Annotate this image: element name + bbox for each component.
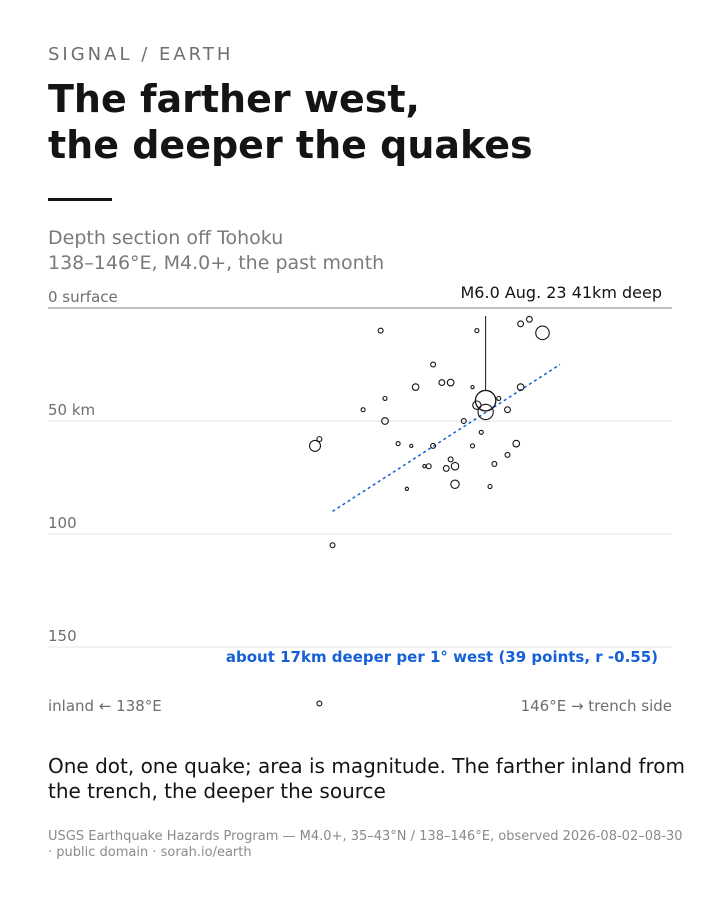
x-axis-right-label: 146°E → trench side: [520, 697, 672, 715]
quake-point-28: [477, 403, 494, 421]
source-note: USGS Earthquake Hazards Program — M4.0+,…: [48, 829, 683, 860]
quake-point-16: [329, 542, 336, 549]
quake-point-6: [381, 417, 389, 425]
x-axis-left-label: inland ← 138°E: [48, 697, 162, 715]
quake-point-10: [470, 384, 475, 390]
quake-point-17: [469, 443, 476, 449]
quake-point-27: [504, 406, 511, 414]
y-tick-label-50: 50 km: [48, 401, 95, 419]
quake-point-24: [446, 378, 455, 387]
quake-point-21: [442, 465, 450, 472]
highlight-label: M6.0 Aug. 23 41km deep: [461, 283, 663, 302]
quake-point-39: [316, 700, 323, 707]
quake-point-9: [382, 395, 388, 401]
quake-point-26: [478, 429, 484, 435]
quake-point-23: [491, 460, 498, 467]
quake-point-15: [517, 320, 525, 328]
quake-point-5: [360, 407, 366, 413]
quake-point-37: [308, 439, 322, 452]
y-tick-label-0: 0 surface: [48, 288, 118, 306]
chart-caption: One dot, one quake; area is magnitude. T…: [48, 754, 686, 803]
quake-point-25: [460, 417, 467, 425]
quake-point-19: [496, 395, 502, 401]
quake-point-38: [450, 461, 460, 471]
depth-scatter-chart: 0 surface 50 km 100 150 about 17km deeper pe…: [48, 283, 672, 707]
quake-point-8: [409, 443, 414, 449]
quake-point-20: [425, 463, 432, 470]
highlight-quake-point: [474, 389, 497, 412]
y-tick-label-100: 100: [48, 514, 77, 532]
quake-point-35: [447, 456, 454, 463]
subtitle-line-2: 138–146°E, M4.0+, the past month: [48, 252, 385, 274]
quake-point-12: [474, 328, 480, 334]
quake-point-18: [472, 400, 482, 410]
trend-label: about 17km deeper per 1° west (39 points…: [226, 648, 658, 666]
quake-point-32: [430, 442, 437, 449]
quake-point-33: [487, 483, 493, 490]
headline-line-2: the deeper the quakes: [48, 123, 533, 167]
headline: The farther west, the deeper the quakes: [48, 76, 533, 168]
quake-point-1: [377, 327, 384, 334]
quake-point-22: [512, 439, 521, 448]
quake-point-14: [535, 325, 550, 341]
quake-point-34: [450, 479, 460, 490]
quake-point-2: [430, 361, 437, 368]
quake-point-3: [411, 383, 420, 391]
quake-point-11: [504, 451, 511, 458]
quake-point-30: [422, 464, 427, 469]
headline-line-1: The farther west,: [48, 77, 420, 121]
quake-point-13: [525, 315, 533, 323]
quake-point-4: [438, 379, 446, 387]
y-tick-label-150: 150: [48, 627, 77, 645]
chart-subtitle: Depth section off Tohoku 138–146°E, M4.0…: [48, 226, 384, 276]
subtitle-line-1: Depth section off Tohoku: [48, 227, 284, 249]
quake-point-7: [395, 441, 401, 447]
quake-point-31: [404, 486, 410, 491]
quake-point-36: [316, 436, 323, 443]
trend-line: [332, 363, 561, 513]
section-kicker: SIGNAL / EARTH: [48, 44, 234, 65]
quake-point-29: [516, 383, 525, 391]
title-divider: [48, 198, 112, 201]
